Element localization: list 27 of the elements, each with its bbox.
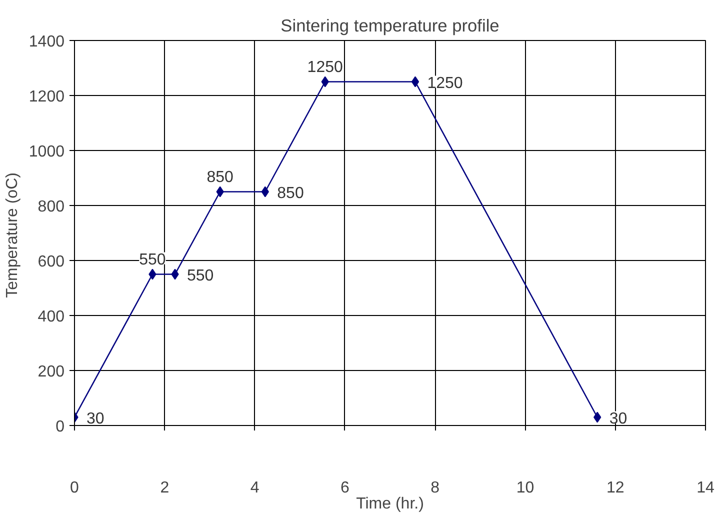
x-tick-label: 10 xyxy=(516,480,534,496)
x-axis-title: Time (hr.) xyxy=(356,496,424,512)
x-tick-label: 4 xyxy=(250,480,260,496)
data-label: 550 xyxy=(187,267,214,284)
x-tick-label: 6 xyxy=(340,480,350,496)
data-label: 30 xyxy=(609,410,628,428)
data-label: 1250 xyxy=(307,58,343,76)
y-tick-label: 1400 xyxy=(28,34,65,50)
y-tick-label: 600 xyxy=(38,254,65,270)
y-tick-label: 0 xyxy=(56,418,65,436)
data-label: 550 xyxy=(139,251,166,268)
y-tick-label: 400 xyxy=(38,308,65,326)
data-label: 850 xyxy=(206,168,234,186)
x-tick-label: 8 xyxy=(430,480,440,496)
x-tick-label: 12 xyxy=(606,480,624,496)
x-tick-label: 2 xyxy=(160,480,170,496)
y-tick-label: 800 xyxy=(38,198,65,216)
chart-title: Sintering temperature profile xyxy=(280,16,500,36)
data-label: 30 xyxy=(86,410,104,428)
y-tick-label: 1200 xyxy=(28,88,65,106)
y-axis-title: Temperature (oC) xyxy=(4,172,21,298)
y-tick-label: 1000 xyxy=(28,144,65,160)
data-label: 850 xyxy=(277,184,304,202)
y-tick-label: 200 xyxy=(38,364,65,380)
data-label: 1250 xyxy=(427,74,463,92)
x-tick-label: 0 xyxy=(70,480,80,496)
x-tick-label: 14 xyxy=(696,480,714,496)
